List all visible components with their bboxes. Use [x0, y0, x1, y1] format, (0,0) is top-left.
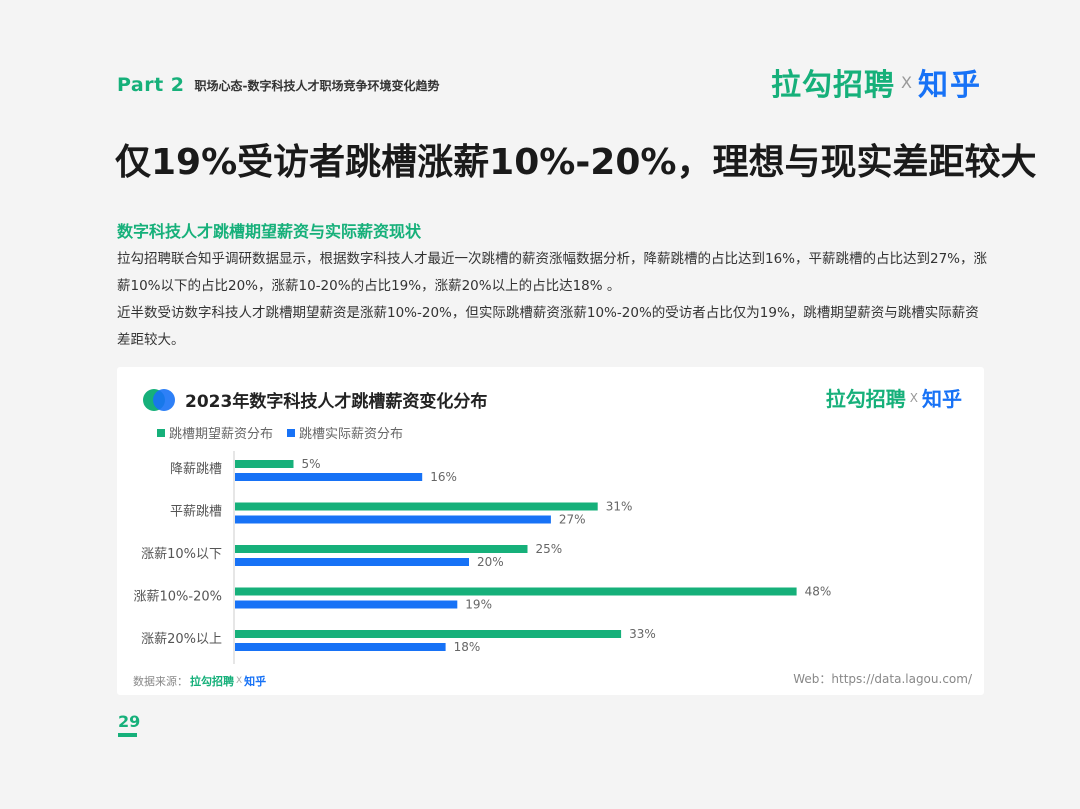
source-separator: X	[236, 676, 243, 686]
part-subtitle: 职场心态-数字科技人才职场竞争环境变化趋势	[194, 78, 440, 93]
page-number-underline	[118, 733, 137, 737]
description-paragraph-2: 近半数受访数字科技人才跳槽期望薪资是涨薪10%-20%，但实际跳槽薪资涨薪10%…	[117, 305, 979, 348]
chart-card: 2023年数字科技人才跳槽薪资变化分布 拉勾招聘 X 知乎 跳槽期望薪资分布 跳…	[117, 367, 984, 695]
data-label: 16%	[430, 470, 457, 484]
bar-actual	[235, 515, 551, 524]
data-label: 19%	[465, 598, 492, 612]
source-label: 数据来源：	[133, 675, 188, 688]
bar-actual	[235, 643, 446, 651]
data-label: 18%	[454, 640, 481, 654]
chart-legend: 跳槽期望薪资分布 跳槽实际薪资分布	[157, 423, 417, 442]
part-label: Part 2	[117, 74, 185, 96]
chart-logo-icon	[143, 388, 175, 411]
data-label: 48%	[805, 585, 832, 599]
bar-actual	[235, 558, 469, 566]
bar-expected	[235, 460, 294, 468]
chart-brand-logo: 拉勾招聘 X 知乎	[826, 383, 962, 412]
legend-item-expected: 跳槽期望薪资分布	[157, 423, 273, 442]
legend-label-expected: 跳槽期望薪资分布	[169, 427, 274, 442]
legend-swatch-expected	[157, 428, 165, 437]
data-label: 20%	[477, 555, 504, 569]
source-lagou: 拉勾招聘	[190, 675, 234, 688]
chart-lagou-logo: 拉勾招聘	[825, 387, 906, 411]
page-number: 29	[118, 712, 141, 731]
bar-expected	[235, 502, 598, 511]
category-label: 涨薪10%-20%	[134, 590, 222, 605]
chart-title-row: 2023年数字科技人才跳槽薪资变化分布	[143, 387, 487, 412]
bar-actual	[235, 473, 423, 481]
bar-expected	[235, 545, 528, 553]
data-source: 数据来源： 拉勾招聘 X 知乎	[133, 673, 266, 689]
bar-expected	[235, 587, 797, 596]
page-title: 仅19%受访者跳槽涨薪10%-20%，理想与现实差距较大	[115, 142, 1037, 183]
chart-title: 2023年数字科技人才跳槽薪资变化分布	[185, 392, 488, 412]
brand-separator: X	[901, 72, 912, 92]
zhihu-logo: 知乎	[918, 68, 982, 103]
legend-item-actual: 跳槽实际薪资分布	[287, 423, 403, 442]
category-label: 涨薪20%以上	[141, 632, 222, 647]
lagou-logo: 拉勾招聘	[771, 68, 896, 103]
data-label: 33%	[629, 627, 656, 641]
data-label: 25%	[536, 542, 563, 556]
description: 拉勾招聘联合知乎调研数据显示，根据数字科技人才最近一次跳槽的薪资涨幅数据分析，降…	[117, 246, 989, 354]
source-zhihu: 知乎	[244, 675, 267, 688]
category-label: 平薪跳槽	[170, 505, 222, 520]
bar-actual	[235, 600, 458, 609]
category-label: 降薪跳槽	[170, 462, 222, 477]
legend-swatch-actual	[287, 428, 296, 437]
bar-chart: 降薪跳槽 5% 16% 平薪跳槽 31% 27% 涨薪10%以下 25% 20% 涨薪10%-20…	[134, 451, 832, 664]
category-label: 涨薪10%以下	[141, 547, 222, 562]
section-header: Part 2 职场心态-数字科技人才职场竞争环境变化趋势	[117, 70, 440, 100]
bar-expected	[235, 630, 622, 638]
legend-label-actual: 跳槽实际薪资分布	[299, 427, 404, 442]
data-label: 27%	[559, 513, 586, 527]
section-subtitle: 数字科技人才跳槽期望薪资与实际薪资现状	[117, 222, 422, 241]
data-label: 31%	[606, 500, 633, 514]
data-label: 5%	[302, 457, 321, 471]
chart-brand-separator: X	[909, 390, 918, 405]
description-paragraph-1: 拉勾招聘联合知乎调研数据显示，根据数字科技人才最近一次跳槽的薪资涨幅数据分析，降…	[117, 251, 988, 294]
web-url: Web：https://data.lagou.com/	[793, 672, 972, 686]
chart-zhihu-logo: 知乎	[922, 387, 962, 411]
brand-logo: 拉勾招聘 X 知乎	[771, 60, 982, 104]
